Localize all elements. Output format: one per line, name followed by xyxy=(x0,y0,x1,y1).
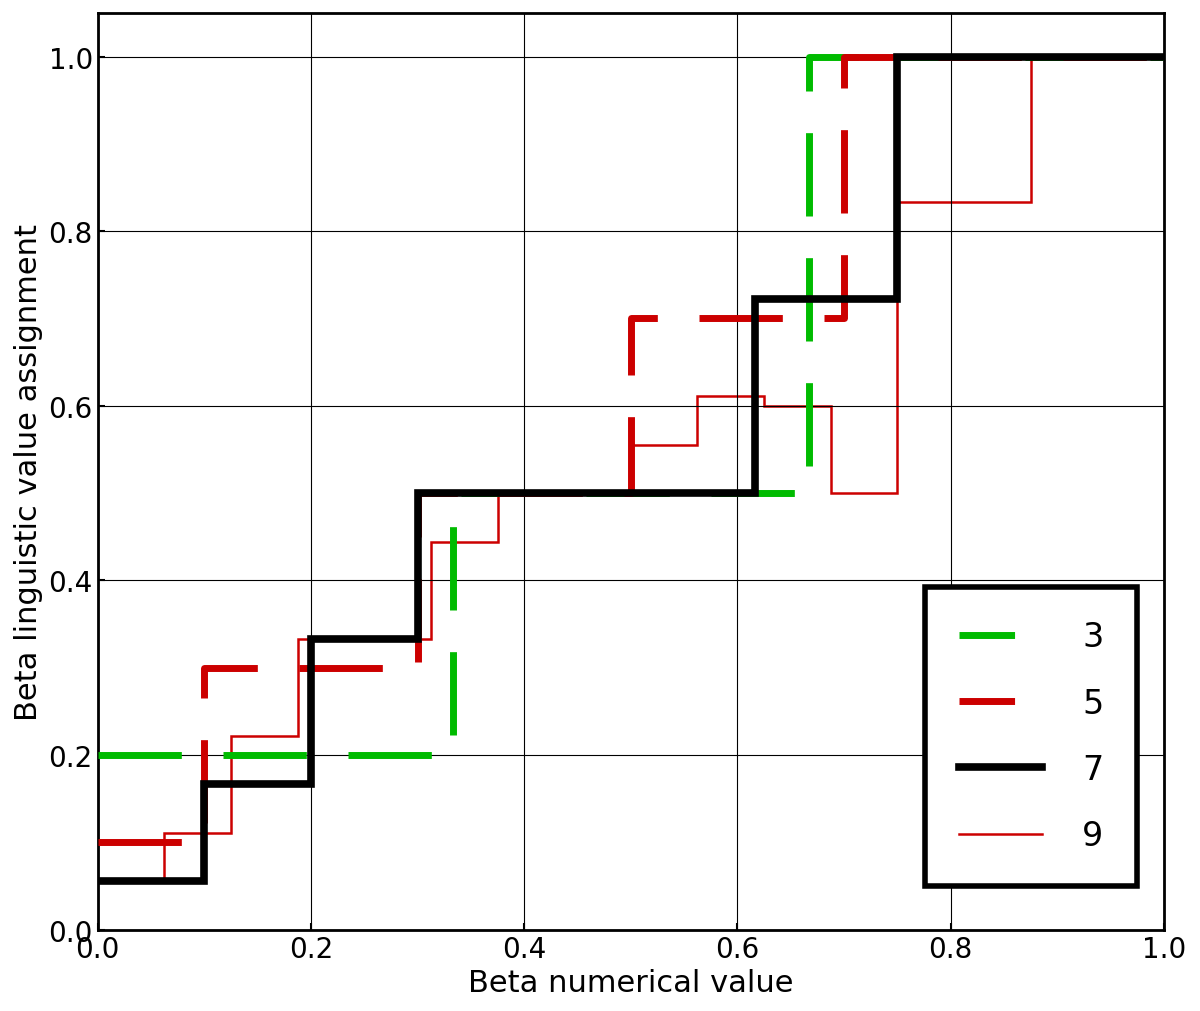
X-axis label: Beta numerical value: Beta numerical value xyxy=(468,969,793,997)
Y-axis label: Beta linguistic value assignment: Beta linguistic value assignment xyxy=(14,223,43,720)
Legend: 3, 5, 7, 9: 3, 5, 7, 9 xyxy=(925,587,1136,886)
